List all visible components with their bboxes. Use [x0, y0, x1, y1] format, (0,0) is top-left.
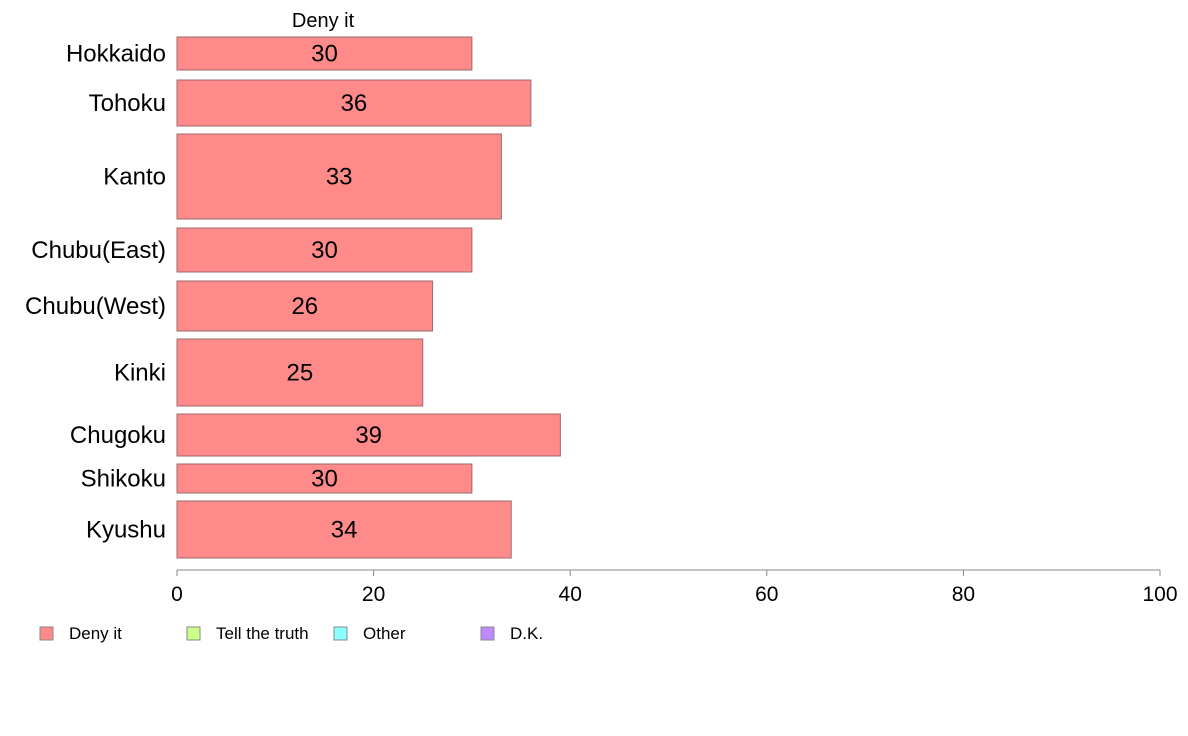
category-label: Kanto	[103, 164, 166, 191]
x-tick-label: 100	[1142, 583, 1177, 606]
data-label: 36	[341, 90, 368, 117]
bar	[176, 413, 561, 457]
category-label: Kinki	[114, 360, 166, 387]
legend-swatch	[186, 626, 201, 641]
category-label: Kyushu	[86, 517, 166, 544]
data-label: 26	[291, 293, 318, 320]
x-axis: 0 20 40 60 80 100	[171, 569, 1178, 606]
category-label: Shikoku	[81, 466, 166, 493]
data-label: 30	[311, 237, 338, 264]
x-tick-label: 20	[362, 583, 385, 606]
data-label: 30	[311, 466, 338, 493]
bar	[176, 463, 473, 494]
x-tick-label: 0	[171, 583, 183, 606]
legend-swatch	[39, 626, 54, 641]
x-tick-label: 40	[559, 583, 582, 606]
bar	[176, 227, 473, 273]
legend-label: Other	[363, 624, 406, 643]
category-label: Chubu(West)	[25, 293, 166, 320]
legend: Deny it Tell the truth Other D.K.	[39, 624, 543, 643]
bar	[176, 79, 532, 127]
bar	[176, 36, 473, 71]
bar	[176, 280, 434, 332]
legend-swatch	[333, 626, 348, 641]
data-label: 25	[287, 360, 314, 387]
data-label: 39	[355, 422, 382, 449]
panel-title: Deny it	[292, 10, 355, 32]
bar	[176, 500, 512, 559]
legend-label: Deny it	[69, 624, 122, 643]
bar	[176, 338, 424, 407]
category-label: Chugoku	[70, 422, 166, 449]
legend-label: D.K.	[510, 624, 543, 643]
bar	[176, 133, 502, 220]
data-label: 33	[326, 164, 353, 191]
x-tick-label: 80	[952, 583, 975, 606]
legend-label: Tell the truth	[216, 624, 309, 643]
category-label: Tohoku	[89, 90, 166, 117]
category-label: Chubu(East)	[31, 237, 166, 264]
bars-group: Hokkaido 30 Tohoku 36 Kanto 33 Chubu(East) 30 Ch…	[25, 36, 561, 559]
data-label: 30	[311, 41, 338, 68]
data-label: 34	[331, 517, 358, 544]
category-label: Hokkaido	[66, 41, 166, 68]
x-tick-label: 60	[755, 583, 778, 606]
legend-swatch	[480, 626, 495, 641]
